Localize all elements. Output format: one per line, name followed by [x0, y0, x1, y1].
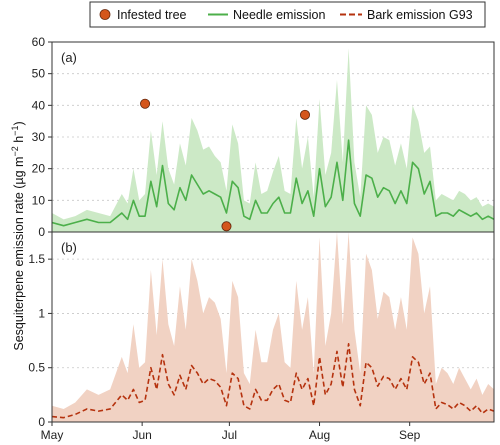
series-band-a	[52, 48, 494, 232]
series-line-b	[52, 343, 494, 419]
x-tick-label: Sep	[399, 428, 421, 442]
x-tick-label: May	[41, 428, 64, 442]
legend: Infested tree Needle emission Bark emiss…	[89, 1, 486, 28]
y-tick-label: 0	[38, 415, 45, 429]
y-tick-label: 0.5	[28, 361, 45, 375]
y-tick-label: 10	[32, 193, 46, 207]
y-axis-title-mid: h	[12, 136, 26, 146]
panel-label-b: (b)	[61, 240, 77, 255]
legend-box	[89, 1, 486, 28]
series-line-a	[52, 139, 494, 227]
y-axis-title: Sesquiterpene emission rate (µg m−2 h−1)	[10, 121, 26, 350]
y-axis-title-text: Sesquiterpene emission rate (µg m	[12, 157, 26, 351]
infested-tree-point	[221, 221, 232, 232]
x-tick-label: Jun	[132, 428, 151, 442]
legend-label-needle: Needle emission	[233, 8, 325, 22]
y-tick-label: 50	[32, 67, 46, 81]
series-band-b	[52, 232, 494, 422]
infested-tree-point	[299, 109, 310, 120]
y-axis-title-sup1: −2	[10, 146, 20, 156]
legend-marker-infested	[99, 9, 111, 20]
y-tick-label: 20	[32, 162, 46, 176]
infested-tree-point	[140, 98, 151, 109]
y-axis-title-end: )	[12, 121, 26, 125]
x-tick-label: Aug	[309, 428, 330, 442]
y-tick-label: 40	[32, 98, 46, 112]
y-tick-label: 1.5	[28, 252, 45, 266]
plot-frame-b	[51, 231, 495, 423]
panel-b: 0 0.5 1 1.5 (b) May Jun Jul Aug Sep	[28, 231, 495, 442]
panel-label-a: (a)	[61, 50, 77, 65]
x-tick-label: Jul	[222, 428, 237, 442]
y-tick-label: 60	[32, 35, 46, 49]
y-tick-label: 0	[38, 225, 45, 239]
legend-label-bark: Bark emission G93	[367, 8, 473, 22]
legend-label-infested: Infested tree	[117, 8, 187, 22]
panel-a: 0 10 20 30 40 50 60 (a)	[32, 35, 495, 239]
y-tick-label: 1	[38, 306, 45, 320]
y-axis-title-sup2: −1	[10, 126, 20, 136]
y-tick-label: 30	[32, 130, 46, 144]
